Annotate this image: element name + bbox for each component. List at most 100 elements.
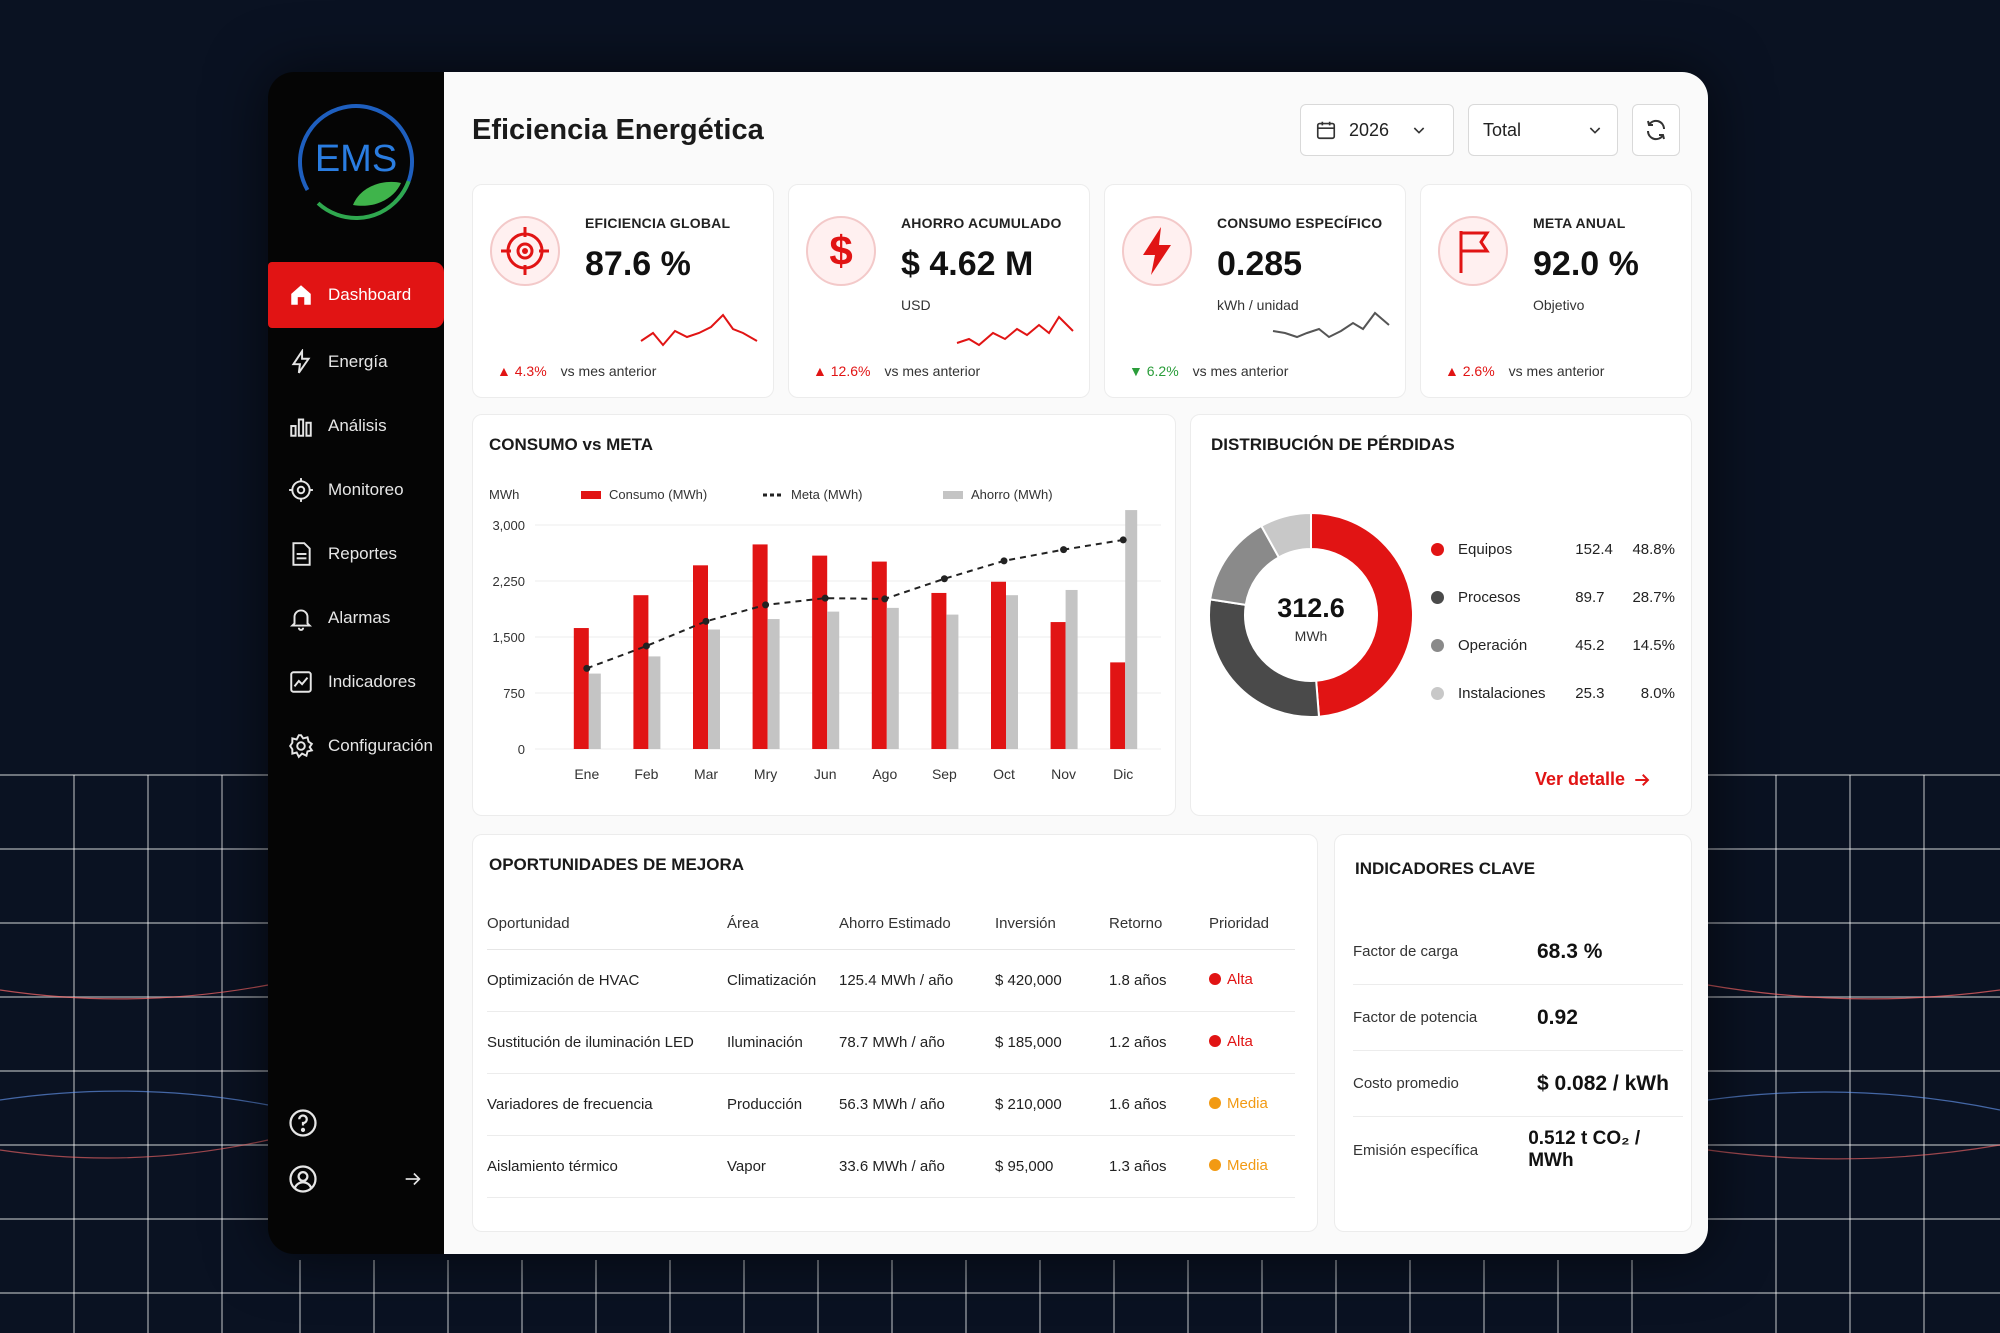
column-header[interactable]: Oportunidad — [487, 899, 727, 950]
bar-consumo — [931, 592, 947, 749]
sidebar-item-label: Monitoreo — [328, 480, 404, 499]
sidebar-item-dashboard[interactable]: Dashboard — [268, 262, 444, 328]
x-tick-label: Sep — [932, 766, 957, 782]
refresh-button[interactable] — [1632, 104, 1680, 156]
gear-icon — [288, 734, 314, 759]
sidebar-item-label: Configuración — [328, 736, 433, 755]
table-row[interactable]: Aislamiento térmico Vapor 33.6 MWh / año $ … — [487, 1135, 1295, 1198]
bar-ahorro — [648, 656, 661, 749]
indicator-label: Emisión específica — [1353, 1141, 1479, 1159]
kpi-card-consumo[interactable]: CONSUMO ESPECÍFICO 0.285 kWh / unidad ▼ … — [1104, 184, 1406, 398]
scope-select[interactable]: Total — [1468, 104, 1618, 156]
user-icon[interactable] — [288, 1164, 318, 1194]
ems-logo-icon: EMS — [298, 104, 414, 220]
sidebar-item-reportes[interactable]: Reportes — [268, 522, 444, 586]
year-select[interactable]: 2026 — [1300, 104, 1454, 156]
kpi-label: CONSUMO ESPECÍFICO — [1217, 215, 1383, 231]
indicator-label: Factor de potencia — [1353, 1009, 1478, 1026]
kpi-delta: ▲ 12.6% — [813, 363, 871, 379]
kpi-unit: kWh / unidad — [1217, 297, 1299, 313]
meta-point — [821, 594, 829, 602]
indicator-value: 0.92 — [1537, 1005, 1578, 1029]
sidebar-item-indicadores[interactable]: Indicadores — [268, 650, 444, 714]
bar-ahorro — [767, 619, 780, 749]
y-tick-label: 1,500 — [492, 630, 525, 645]
sidebar-item-analisis[interactable]: Análisis — [268, 394, 444, 458]
bar-ahorro — [1006, 595, 1018, 749]
x-tick-label: Ago — [872, 766, 897, 782]
y-tick-label: 3,000 — [492, 518, 525, 533]
legend-dot — [1431, 686, 1444, 700]
arrow-right-icon[interactable] — [402, 1168, 424, 1190]
kpi-unit: Objetivo — [1533, 297, 1585, 313]
kpi-unit: USD — [901, 297, 931, 313]
oportunidades-title: OPORTUNIDADES DE MEJORA — [489, 855, 745, 874]
meta-point — [702, 617, 710, 625]
oportunidades-table: Oportunidad Área Ahorro Estimado Inversi… — [487, 899, 1295, 1198]
kpi-delta-note: vs mes anterior — [1508, 363, 1605, 379]
table-cell-inversion: $ 185,000 — [995, 1011, 1109, 1074]
alert-icon — [1209, 1035, 1221, 1048]
x-tick-label: Dic — [1113, 766, 1133, 782]
flag-icon — [1438, 216, 1508, 286]
column-header[interactable]: Ahorro Estimado — [839, 899, 995, 950]
indicator-row: Factor de potencia 0.92 — [1353, 985, 1683, 1051]
indicator-value: 68.3 % — [1537, 939, 1603, 963]
sidebar-item-alarmas[interactable]: Alarmas — [268, 586, 444, 650]
table-cell-area: Producción — [727, 1073, 839, 1136]
indicator-value: $ 0.082 / kWh — [1537, 1071, 1669, 1095]
meta-point — [583, 664, 591, 672]
help-icon[interactable] — [288, 1108, 318, 1138]
sidebar-item-label: Indicadores — [328, 672, 416, 691]
legend-row[interactable]: Procesos 89.7 28.7% — [1431, 573, 1675, 621]
sparkline — [1272, 311, 1390, 339]
meta-line — [586, 538, 1124, 670]
bolt-icon — [291, 349, 311, 374]
meta-point — [762, 601, 770, 609]
x-tick-label: Ene — [574, 766, 599, 782]
kpi-value: 0.285 — [1217, 245, 1303, 283]
meta-point — [1060, 546, 1068, 554]
sidebar-item-energia[interactable]: Energía — [268, 330, 444, 394]
bar-ahorro — [588, 673, 601, 749]
ems-logo[interactable]: EMS — [268, 72, 444, 252]
bar-ahorro — [827, 611, 840, 749]
table-cell-oportunidad: Variadores de frecuencia — [487, 1073, 727, 1136]
legend-label: Meta (MWh) — [791, 487, 863, 502]
indicator-value: 0.512 t CO₂ / MWh — [1528, 1128, 1641, 1171]
sidebar-item-configuracion[interactable]: Configuración — [268, 714, 444, 778]
topbar: Eficiencia Energética 2026 Total — [472, 72, 1680, 188]
alert-icon — [1209, 973, 1221, 986]
table-row[interactable]: Variadores de frecuencia Producción 56.3 M… — [487, 1073, 1295, 1136]
table-cell-inversion: $ 210,000 — [995, 1073, 1109, 1136]
indicator-row: Emisión específica 0.512 t CO₂ / MWh — [1353, 1117, 1683, 1183]
y-tick-label: 750 — [503, 686, 525, 701]
column-header[interactable]: Retorno — [1109, 899, 1209, 950]
table-row[interactable]: Sustitución de iluminación LED Iluminació… — [487, 1011, 1295, 1074]
column-header[interactable]: Prioridad — [1209, 899, 1295, 950]
table-cell-area: Climatización — [727, 949, 839, 1012]
bar-consumo — [573, 628, 589, 749]
kpi-card-ahorro[interactable]: $ AHORRO ACUMULADO $ 4.62 M USD ▲ 12.6% … — [788, 184, 1090, 398]
legend-row[interactable]: Equipos 152.4 48.8% — [1431, 525, 1675, 573]
sidebar-item-monitoreo[interactable]: Monitoreo — [268, 458, 444, 522]
priority-label: Media — [1209, 1095, 1268, 1112]
meta-point — [642, 642, 650, 650]
kpi-card-meta[interactable]: META ANUAL 92.0 % Objetivo ▲ 2.6% vs mes… — [1420, 184, 1692, 398]
kpi-delta-note: vs mes anterior — [1192, 363, 1289, 379]
column-header[interactable]: Inversión — [995, 899, 1109, 950]
table-row[interactable]: Optimización de HVAC Climatización 125.4 M… — [487, 949, 1295, 1012]
refresh-icon — [1646, 119, 1666, 141]
table-header-row: Oportunidad Área Ahorro Estimado Inversi… — [487, 899, 1295, 950]
bell-icon — [289, 609, 313, 631]
priority-label: Alta — [1209, 1033, 1253, 1050]
kpi-label: META ANUAL — [1533, 215, 1626, 231]
ver-detalle-link[interactable]: Ver detalle — [1535, 769, 1651, 790]
table-cell-retorno: 1.2 años — [1109, 1011, 1209, 1074]
legend-row[interactable]: Instalaciones 25.3 8.0% — [1431, 669, 1675, 717]
indicator-row: Factor de carga 68.3 % — [1353, 919, 1683, 985]
column-header[interactable]: Área — [727, 899, 839, 950]
kpi-card-eficiencia[interactable]: EFICIENCIA GLOBAL 87.6 % ▲ 4.3% vs mes a… — [472, 184, 774, 398]
legend-row[interactable]: Operación 45.2 14.5% — [1431, 621, 1675, 669]
